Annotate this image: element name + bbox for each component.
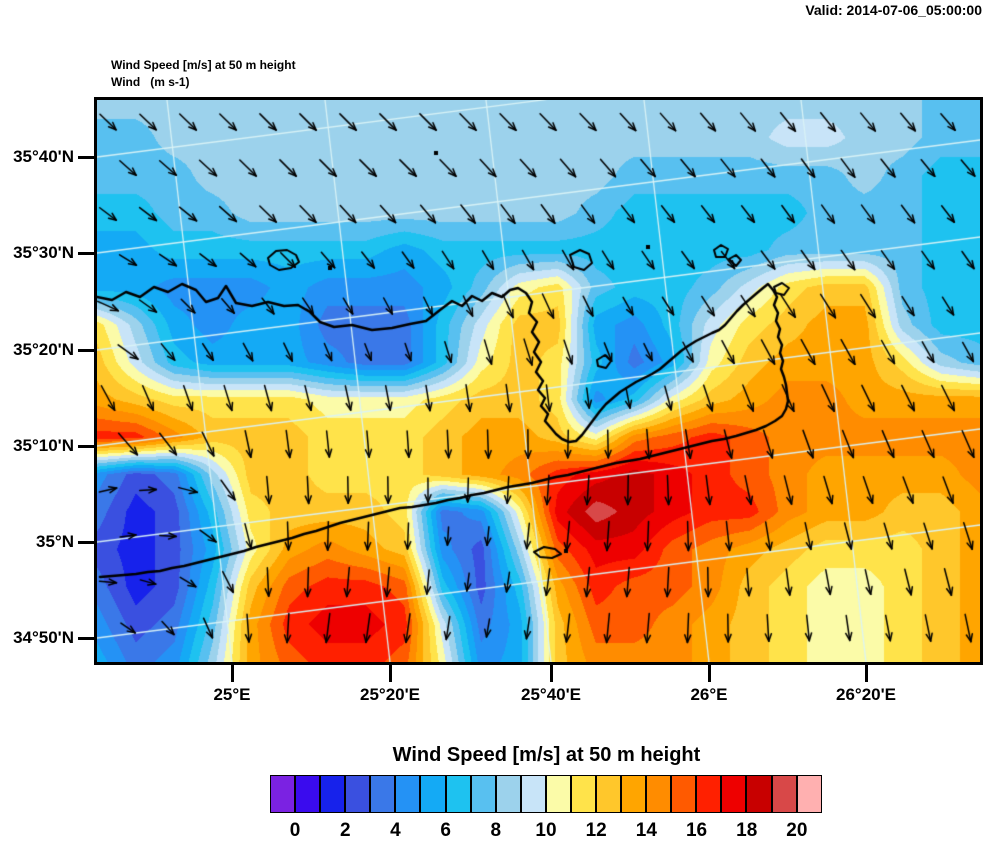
- lon-tick-0: [231, 665, 234, 682]
- colorbar: [270, 775, 822, 813]
- lon-label-0: 25°E: [213, 685, 251, 704]
- colorbar-cell-20: [771, 775, 797, 813]
- colorbar-tick-12: 12: [585, 820, 607, 841]
- lat-tick-4: [78, 541, 97, 544]
- lon-tick-3: [708, 665, 711, 682]
- lat-tick-5: [78, 637, 97, 640]
- lat-tick-3: [78, 445, 97, 448]
- colorbar-cell-1: [295, 775, 321, 813]
- colorbar-tick-18: 18: [736, 820, 758, 841]
- colorbar-tick-14: 14: [635, 820, 657, 841]
- lat-label-5: 34°50'N: [13, 628, 74, 647]
- colorbar-cell-12: [570, 775, 597, 813]
- map-title-line1: Wind Speed [m/s] at 50 m height: [111, 58, 296, 72]
- colorbar-cell-5: [395, 775, 421, 813]
- colorbar-cell-7: [445, 775, 471, 813]
- colorbar-tick-20: 20: [786, 820, 808, 841]
- colorbar-tick-10: 10: [535, 820, 557, 841]
- colorbar-cell-17: [696, 775, 722, 813]
- colorbar-cell-21: [796, 775, 822, 813]
- valid-timestamp: Valid: 2014-07-06_05:00:00: [805, 2, 982, 18]
- colorbar-cell-11: [545, 775, 571, 813]
- colorbar-cell-3: [345, 775, 371, 813]
- lon-tick-2: [550, 665, 553, 682]
- colorbar-cell-19: [746, 775, 772, 813]
- map-title-line2: Wind (m s-1): [111, 75, 190, 89]
- colorbar-tick-16: 16: [685, 820, 708, 841]
- wind-field-map: [94, 97, 983, 665]
- colorbar-cell-16: [671, 775, 697, 813]
- lat-tick-1: [78, 252, 97, 255]
- lat-label-1: 35°30'N: [13, 243, 74, 262]
- lat-label-0: 35°40'N: [13, 147, 74, 166]
- colorbar-cell-9: [495, 775, 521, 813]
- lat-label-2: 35°20'N: [13, 340, 74, 359]
- colorbar-cell-6: [420, 775, 446, 813]
- colorbar-cell-4: [370, 775, 396, 813]
- lon-label-4: 26°20'E: [836, 685, 896, 704]
- colorbar-cell-8: [470, 775, 496, 813]
- colorbar-cell-2: [320, 775, 346, 813]
- lon-tick-1: [389, 665, 392, 682]
- lat-tick-0: [78, 156, 97, 159]
- colorbar-title: Wind Speed [m/s] at 50 m height: [392, 744, 701, 766]
- lon-label-1: 25°20'E: [360, 685, 420, 704]
- colorbar-tick-0: 0: [289, 820, 301, 841]
- lon-tick-4: [865, 665, 868, 682]
- lon-label-3: 26°E: [690, 685, 728, 704]
- lon-label-2: 25°40'E: [521, 685, 581, 704]
- lat-label-4: 35°N: [36, 532, 74, 551]
- colorbar-tick-6: 6: [440, 820, 451, 841]
- colorbar-tick-8: 8: [490, 820, 502, 841]
- colorbar-tick-2: 2: [339, 820, 351, 841]
- colorbar-cell-18: [721, 775, 747, 813]
- colorbar-tick-4: 4: [390, 820, 401, 841]
- lat-tick-2: [78, 349, 97, 352]
- lat-label-3: 35°10'N: [13, 436, 74, 455]
- colorbar-cell-13: [596, 775, 622, 813]
- colorbar-cell-0: [270, 775, 296, 813]
- colorbar-cell-10: [520, 775, 546, 813]
- colorbar-cell-15: [646, 775, 672, 813]
- colorbar-cell-14: [621, 775, 647, 813]
